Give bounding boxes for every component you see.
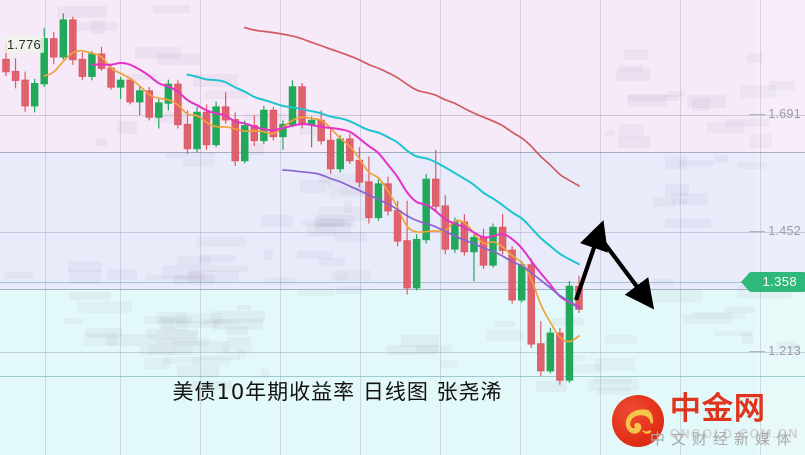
moving-average-line: [282, 169, 580, 310]
vertical-gridline: [200, 0, 201, 455]
vertical-gridline: [680, 0, 681, 455]
tick-dash: [749, 231, 766, 232]
logo-name-cn: 中金网: [669, 391, 766, 427]
horizontal-gridline: [0, 289, 805, 290]
zone-upper-band: [0, 0, 805, 152]
cngold-swirl-icon: [611, 395, 664, 447]
horizontal-gridline: [0, 352, 805, 353]
horizontal-gridline: [0, 232, 805, 233]
horizontal-gridline: [0, 376, 805, 377]
zone-lower-band: [0, 289, 805, 455]
vertical-gridline: [360, 0, 361, 455]
horizontal-gridline: [0, 282, 805, 283]
last-price-badge: 1.358: [741, 272, 805, 292]
tick-dash: [749, 114, 766, 115]
price-tick-label: 1.691: [749, 107, 801, 121]
vertical-gridline: [45, 0, 46, 455]
vertical-gridline: [440, 0, 441, 455]
price-axis-strip: [755, 0, 805, 455]
moving-average-line: [91, 62, 580, 308]
up-projection-arrow: [574, 220, 608, 301]
corner-price-label: 1.776: [4, 36, 45, 53]
zone-middle-band: [0, 152, 805, 289]
logo-text-block: 中金网 CNGOLD.COM.CN: [670, 393, 799, 442]
candlestick-series: [2, 13, 583, 385]
horizontal-gridline: [0, 152, 805, 153]
horizontal-gridline: [0, 115, 805, 116]
vertical-gridline: [520, 0, 521, 455]
logo-tagline: 中文财经新媒体: [649, 430, 797, 448]
vertical-gridline: [120, 0, 121, 455]
tick-dash: [749, 351, 766, 352]
price-tick-label: 1.213: [749, 344, 801, 358]
moving-average-line: [186, 73, 580, 266]
moving-average-line: [243, 26, 580, 187]
swirl-glyph: [625, 409, 653, 434]
logo-name-en: CNGOLD.COM.CN: [669, 427, 799, 441]
vertical-gridline: [280, 0, 281, 455]
moving-average-line: [43, 49, 580, 343]
price-tick-label: 1.452: [749, 224, 801, 238]
site-logo: 中金网 CNGOLD.COM.CN: [611, 393, 799, 447]
down-projection-arrow: [600, 238, 655, 310]
vertical-gridline: [760, 0, 761, 455]
